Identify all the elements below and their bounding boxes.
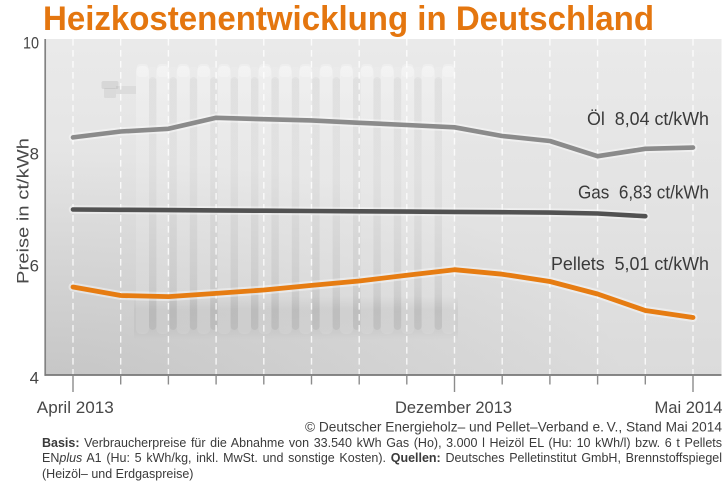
svg-text:8: 8 [30, 145, 39, 164]
svg-text:Mai 2014: Mai 2014 [655, 399, 723, 417]
svg-text:Heizkostenentwicklung in Deuts: Heizkostenentwicklung in Deutschland [43, 0, 654, 38]
svg-text:Dezember 2013: Dezember 2013 [395, 399, 512, 417]
svg-text:10: 10 [23, 34, 39, 53]
svg-text:© Deutscher Energieholz– und P: © Deutscher Energieholz– und Pellet–Verb… [305, 420, 723, 435]
svg-text:April 2013: April 2013 [37, 399, 114, 417]
svg-text:Preise in ct/kWh: Preise in ct/kWh [15, 138, 33, 284]
svg-text:6: 6 [30, 257, 39, 276]
svg-text:Gas 6,83 ct/kWh: Gas 6,83 ct/kWh [578, 182, 709, 203]
svg-text:Pellets 5,01 ct/kWh: Pellets 5,01 ct/kWh [551, 253, 709, 274]
svg-text:4: 4 [30, 369, 39, 388]
svg-text:Öl 8,04 ct/kWh: Öl 8,04 ct/kWh [587, 108, 709, 129]
